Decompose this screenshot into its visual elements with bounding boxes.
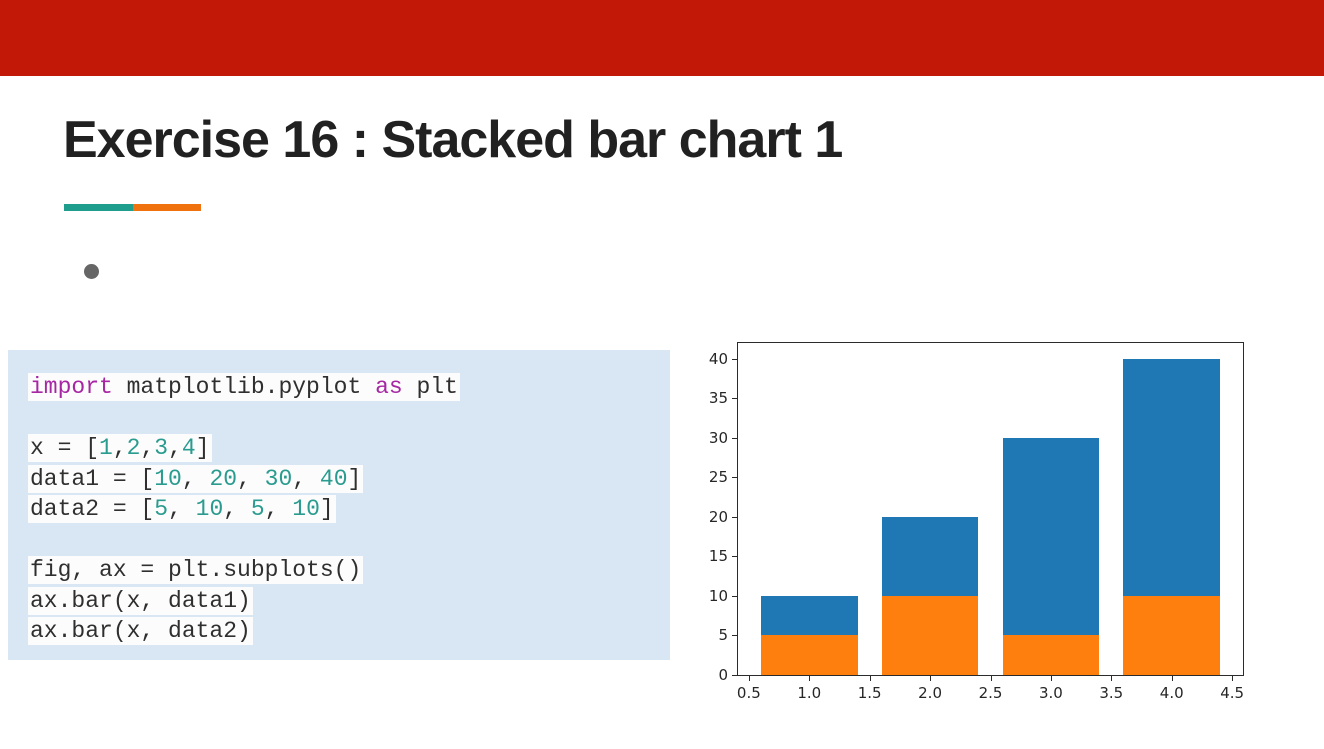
- y-tick-mark: [732, 635, 737, 637]
- plot-area: [737, 342, 1244, 676]
- x-tick-label: 1.5: [857, 684, 882, 702]
- accent-teal-segment: [64, 204, 133, 211]
- accent-orange-segment: [133, 204, 201, 211]
- x-tick-mark: [990, 676, 992, 681]
- x-tick-label: 4.0: [1159, 684, 1184, 702]
- x-tick-label: 2.5: [978, 684, 1003, 702]
- y-tick-mark: [732, 516, 737, 518]
- code-line: fig, ax = plt.subplots(): [28, 556, 364, 584]
- x-tick-mark: [1171, 676, 1173, 681]
- x-tick-mark: [809, 676, 811, 681]
- y-tick-label: 5: [718, 626, 728, 645]
- page-title: Exercise 16 : Stacked bar chart 1: [63, 111, 843, 169]
- x-tick-mark: [748, 676, 750, 681]
- x-tick-label: 0.5: [736, 684, 761, 702]
- code-block: import matplotlib.pyplot as plt x = [1,2…: [28, 372, 670, 647]
- x-tick-mark: [1232, 676, 1234, 681]
- x-tick-label: 4.5: [1220, 684, 1245, 702]
- x-tick-label: 3.0: [1038, 684, 1063, 702]
- code-line: [28, 403, 670, 434]
- x-tick-mark: [1050, 676, 1052, 681]
- bar-data2: [1002, 635, 1100, 675]
- x-tick-mark: [930, 676, 932, 681]
- y-tick-mark: [732, 477, 737, 479]
- bar-data2: [881, 595, 979, 675]
- title-accent-bar: [64, 204, 201, 211]
- bar-data1: [1002, 437, 1100, 675]
- y-tick-label: 30: [708, 428, 728, 447]
- y-tick-mark: [732, 556, 737, 558]
- x-tick-mark: [869, 676, 871, 681]
- code-line: ax.bar(x, data2): [28, 617, 253, 645]
- y-tick-label: 15: [708, 547, 728, 566]
- x-tick-label: 3.5: [1099, 684, 1124, 702]
- code-line: [28, 525, 670, 556]
- y-tick-label: 20: [708, 507, 728, 526]
- y-tick-mark: [732, 398, 737, 400]
- bar-data2: [1123, 595, 1221, 675]
- code-line: data1 = [10, 20, 30, 40]: [28, 464, 364, 493]
- code-line: import matplotlib.pyplot as plt: [28, 373, 460, 401]
- x-tick-label: 1.0: [797, 684, 822, 702]
- y-tick-label: 25: [708, 468, 728, 487]
- y-tick-mark: [732, 437, 737, 439]
- y-tick-mark: [732, 358, 737, 360]
- y-tick-label: 10: [708, 586, 728, 605]
- code-line: x = [1,2,3,4]: [28, 434, 212, 462]
- chart-figure: 0.5 1.0 1.5 2.0 2.5 3.0 3.5 4.0 4.5 0 5 10 15 20 25 30 3…: [700, 332, 1280, 717]
- y-tick-label: 0: [718, 666, 728, 684]
- y-tick-label: 40: [708, 349, 728, 368]
- x-tick-mark: [1111, 676, 1113, 681]
- bullet-point: [84, 264, 99, 279]
- x-tick-label: 2.0: [918, 684, 942, 702]
- bar-data2: [760, 635, 858, 675]
- top-banner: [0, 0, 1324, 76]
- y-tick-mark: [732, 675, 737, 676]
- y-tick-mark: [732, 595, 737, 597]
- code-line: data2 = [5, 10, 5, 10]: [28, 495, 336, 523]
- y-tick-label: 35: [708, 389, 728, 408]
- code-line: ax.bar(x, data1): [28, 586, 253, 615]
- code-panel: import matplotlib.pyplot as plt x = [1,2…: [8, 350, 670, 660]
